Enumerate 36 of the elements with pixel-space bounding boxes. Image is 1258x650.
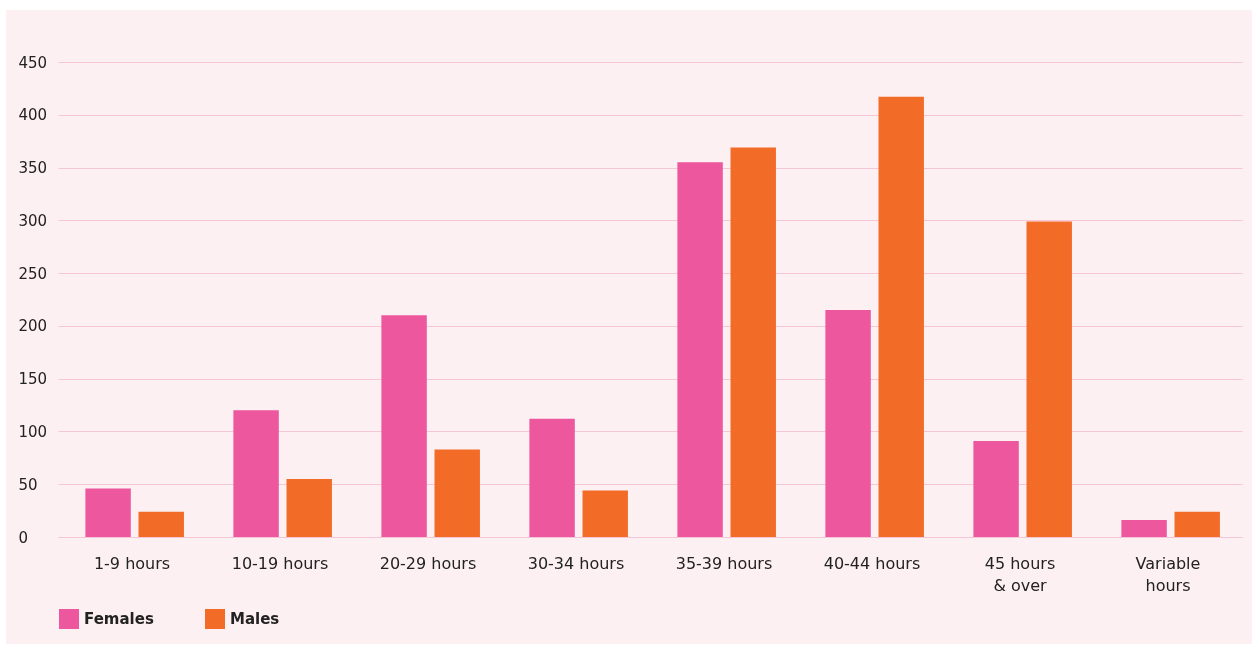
- bar: [973, 440, 1019, 537]
- bar: [677, 162, 723, 537]
- x-tick-label: 35-39 hours: [675, 553, 773, 573]
- bar: [233, 410, 279, 537]
- bar: [138, 511, 184, 537]
- bar: [1174, 511, 1220, 537]
- y-tick-label: 100: [18, 422, 48, 441]
- bar: [529, 418, 575, 537]
- legend-label: Males: [230, 610, 280, 628]
- bar: [434, 449, 480, 537]
- legend-label: Females: [84, 610, 154, 628]
- y-tick-label: 200: [18, 317, 48, 336]
- y-tick-label: 450: [18, 53, 48, 72]
- bar: [730, 147, 776, 537]
- bar: [1121, 520, 1167, 537]
- bar: [825, 310, 871, 537]
- bar: [286, 478, 332, 537]
- bar: [1026, 221, 1072, 537]
- y-tick-label: 50: [18, 475, 38, 494]
- x-tick-label: Variable hours: [1135, 553, 1201, 595]
- x-tick-label: 20-29 hours: [379, 553, 477, 573]
- x-tick-label: 45 hours & over: [984, 553, 1056, 595]
- x-tick-label: 40-44 hours: [823, 553, 921, 573]
- bar: [85, 488, 131, 537]
- y-tick-label: 400: [18, 106, 48, 125]
- x-tick-label: 10-19 hours: [231, 553, 329, 573]
- y-tick-label: 250: [18, 264, 48, 283]
- y-tick-label: 300: [18, 211, 48, 230]
- bar: [381, 315, 427, 537]
- y-tick-label: 350: [18, 159, 48, 178]
- y-tick-label: 0: [18, 528, 29, 547]
- x-tick-label: 30-34 hours: [527, 553, 625, 573]
- bar: [878, 96, 924, 537]
- y-tick-label: 150: [18, 370, 48, 389]
- bar: [582, 490, 628, 537]
- x-tick-label: 1-9 hours: [93, 553, 171, 573]
